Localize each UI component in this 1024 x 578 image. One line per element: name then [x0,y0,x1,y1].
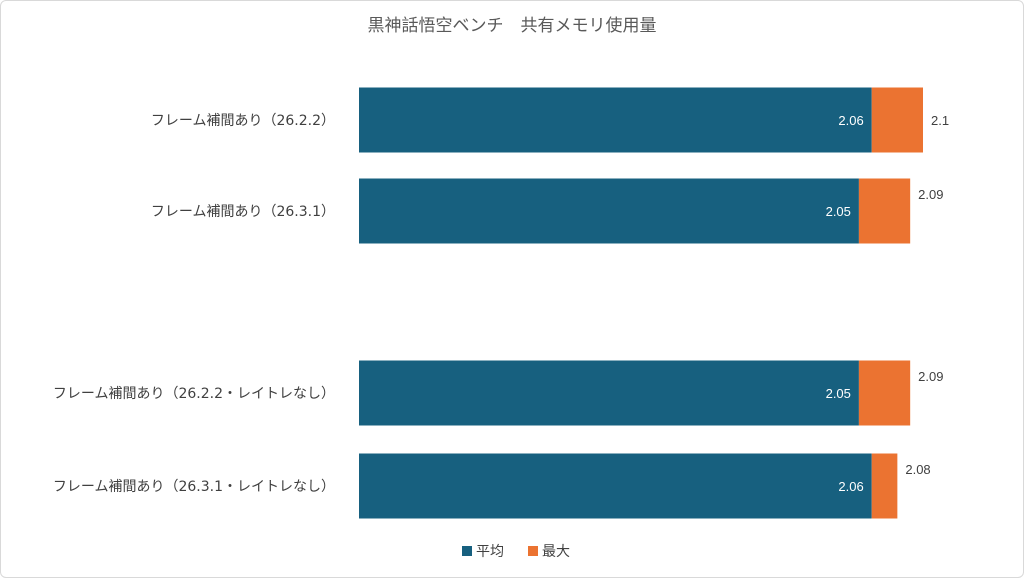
bar-average [359,178,859,244]
chart-title: 黒神話悟空ベンチ 共有メモリ使用量 [368,15,657,36]
legend-label-maximum: 最大 [542,544,570,560]
bar-maximum [871,453,898,519]
legend-swatch-maximum [528,546,538,556]
bar-average [359,87,872,153]
bar-average [359,453,872,519]
legend: 平均 最大 [462,544,570,560]
category-label: フレーム補間あり（26.3.1・レイトレなし） [53,479,335,495]
bar-maximum [858,178,911,244]
legend-label-average: 平均 [476,544,504,560]
bar-maximum [858,360,911,426]
data-label-maximum: 2.08 [905,462,930,477]
data-label-maximum: 2.09 [918,369,943,384]
category-label: フレーム補間あり（26.2.2・レイトレなし） [53,386,335,402]
bar-maximum [871,87,923,153]
legend-swatch-average [462,546,472,556]
data-label-maximum: 2.09 [918,187,943,202]
data-label-average: 2.06 [838,479,863,494]
data-label-average: 2.06 [838,113,863,128]
category-label: フレーム補間あり（26.2.2） [151,113,335,129]
bars-group: フレーム補間あり（26.2.2） 2.06 2.1 フレーム補間あり（26.3.1） 2… [53,87,949,519]
bar-average [359,360,859,426]
data-label-maximum: 2.1 [931,113,949,128]
data-label-average: 2.05 [826,204,851,219]
data-label-average: 2.05 [826,386,851,401]
category-label: フレーム補間あり（26.3.1） [151,204,335,220]
